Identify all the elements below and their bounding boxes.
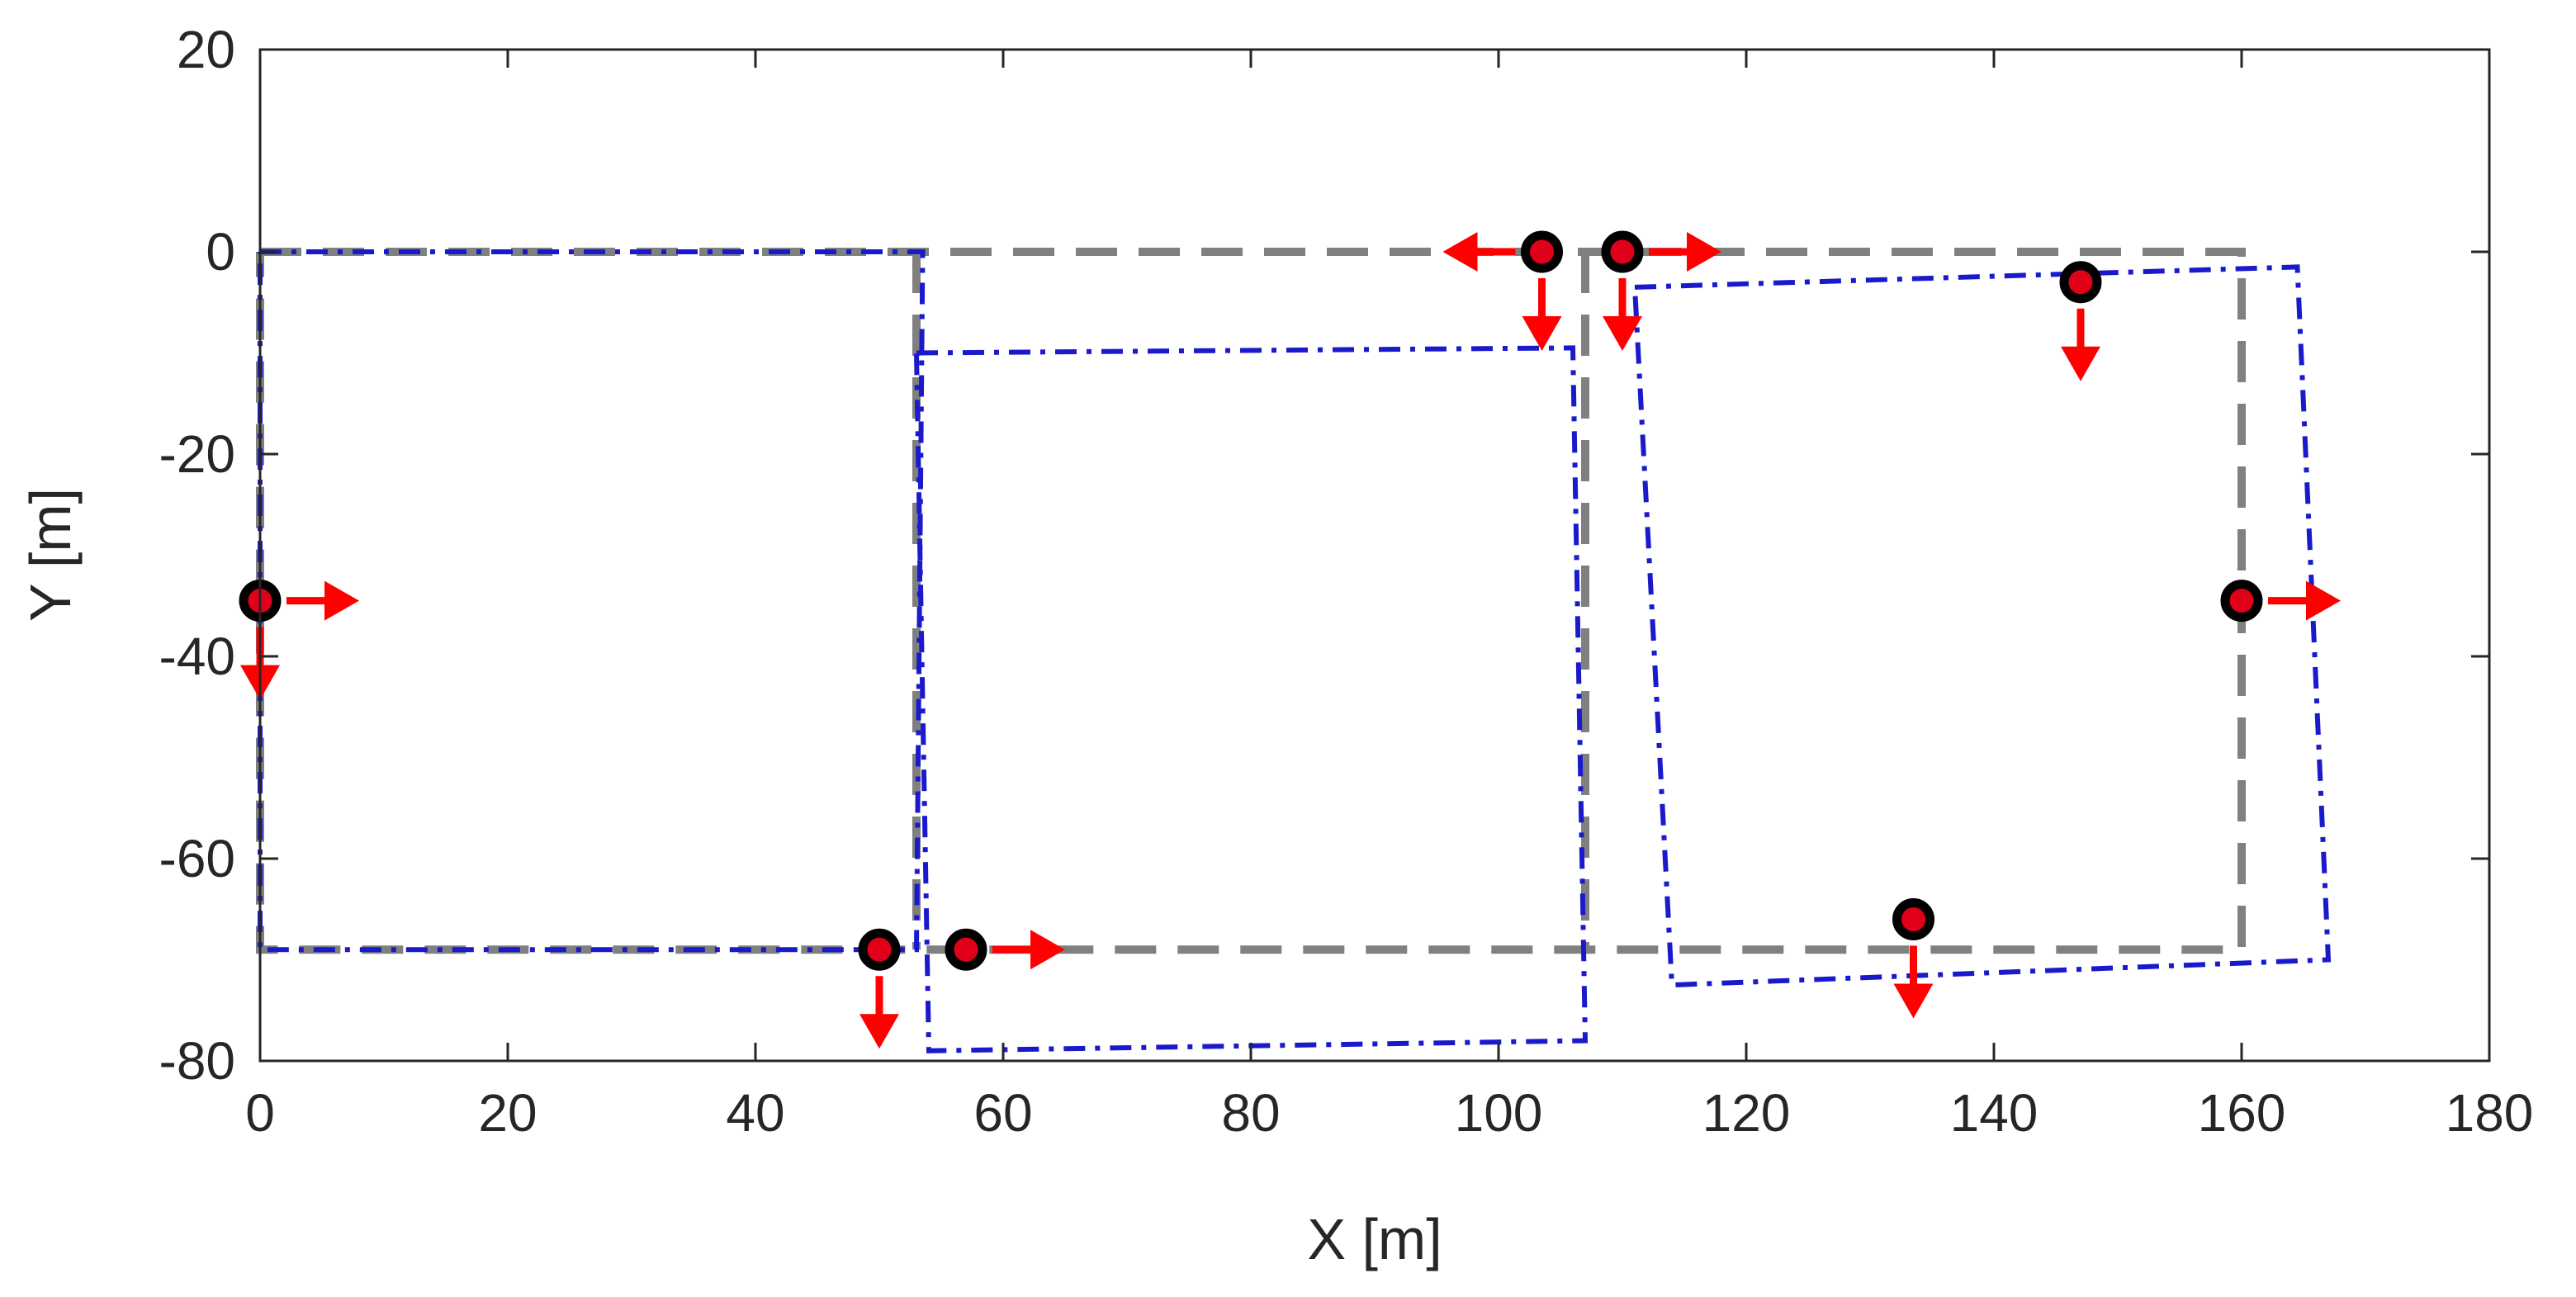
sensor-marker <box>1601 230 1721 351</box>
estimated-layer <box>258 249 2332 1053</box>
sensor-marker <box>2059 261 2102 381</box>
marker-dot <box>2220 580 2263 622</box>
sensor-marker <box>945 928 1065 971</box>
plot-area <box>260 50 2489 1061</box>
x-tick-label: 0 <box>245 1083 275 1143</box>
arrow-right-head <box>1687 232 1721 272</box>
axes-frame <box>258 48 2491 1063</box>
y-tick-label: -20 <box>159 424 236 484</box>
y-tick-label: -60 <box>159 829 236 888</box>
arrow-down-head <box>2061 346 2100 381</box>
sensor-marker <box>2220 580 2341 622</box>
y-tick-label: -80 <box>159 1031 236 1091</box>
arrow-right-head <box>324 580 359 621</box>
estimated-path <box>258 249 926 953</box>
y-axis-label: Y [m] <box>18 488 83 622</box>
arrow-down-head <box>1522 316 1562 351</box>
arrow-down-head <box>859 1014 899 1049</box>
sensor-marker <box>1442 230 1563 351</box>
arrow-right-head <box>1030 930 1065 970</box>
y-tick-label: 0 <box>206 222 235 282</box>
x-tick-label: 120 <box>1702 1083 1791 1143</box>
reference-layer <box>256 248 2246 954</box>
arrow-right-head <box>2306 580 2341 621</box>
x-tick-label: 180 <box>2446 1083 2534 1143</box>
x-tick-label: 20 <box>478 1083 537 1143</box>
x-axis-label: X [m] <box>1307 1207 1442 1271</box>
marker-dot <box>858 928 901 971</box>
arrow-left-head <box>1442 232 1478 272</box>
y-tick-label: 20 <box>177 20 235 79</box>
x-tick-label: 100 <box>1455 1083 1543 1143</box>
x-tick-label: 60 <box>973 1083 1032 1143</box>
arrow-down-head <box>1893 983 1934 1019</box>
x-tick-label: 140 <box>1950 1083 2039 1143</box>
y-tick-label: -40 <box>159 627 236 686</box>
marker-dot <box>1521 230 1563 273</box>
x-tick-label: 160 <box>2198 1083 2286 1143</box>
arrow-down-head <box>1603 316 1642 351</box>
marker-dot <box>1892 898 1934 940</box>
x-tick-label: 40 <box>726 1083 784 1143</box>
estimated-path <box>914 345 1589 1053</box>
x-axis: 0 20 40 60 80 100 120 140 160 180 <box>245 50 2533 1143</box>
y-axis: -80 -60 -40 -20 0 20 <box>159 20 2489 1091</box>
x-tick-label: 80 <box>1221 1083 1280 1143</box>
marker-dot <box>2059 261 2102 304</box>
sensor-marker <box>1892 898 1934 1019</box>
marker-dot <box>1601 230 1644 273</box>
sensor-marker <box>858 928 901 1049</box>
estimated-path <box>1632 264 2332 988</box>
marker-dot <box>945 928 987 971</box>
